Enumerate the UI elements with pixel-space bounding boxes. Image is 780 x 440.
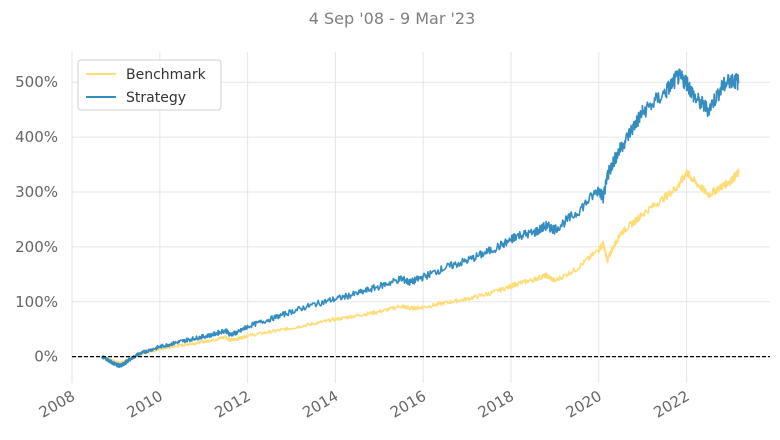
series-line-benchmark [101, 168, 740, 366]
x-tick-label: 2014 [299, 387, 341, 422]
x-tick-label: 2010 [124, 387, 166, 422]
x-tick-label: 2020 [563, 387, 605, 422]
legend: Benchmark Strategy [77, 59, 222, 111]
series-lines [72, 68, 770, 369]
x-tick-label: 2022 [651, 387, 693, 422]
legend-label-strategy: Strategy [126, 90, 186, 106]
x-tick-label: 2008 [36, 387, 78, 422]
x-tick-label: 2016 [387, 387, 429, 422]
y-tick-label: 100% [15, 293, 58, 311]
legend-label-benchmark: Benchmark [126, 67, 207, 83]
series-line-strategy [101, 68, 740, 369]
axes: 2008 2010 2012 2014 2016 2018 2020 2022 0% 100% 20… [15, 73, 692, 421]
y-tick-label: 400% [15, 128, 58, 146]
y-tick-label: 500% [15, 73, 58, 91]
y-tick-label: 300% [15, 183, 58, 201]
y-tick-label: 0% [34, 348, 58, 366]
x-tick-label: 2012 [212, 387, 254, 422]
grid-lines [71, 52, 770, 383]
x-tick-label: 2018 [475, 387, 517, 422]
chart-subtitle: 4 Sep '08 - 9 Mar '23 [309, 9, 476, 28]
y-tick-label: 200% [15, 238, 58, 256]
